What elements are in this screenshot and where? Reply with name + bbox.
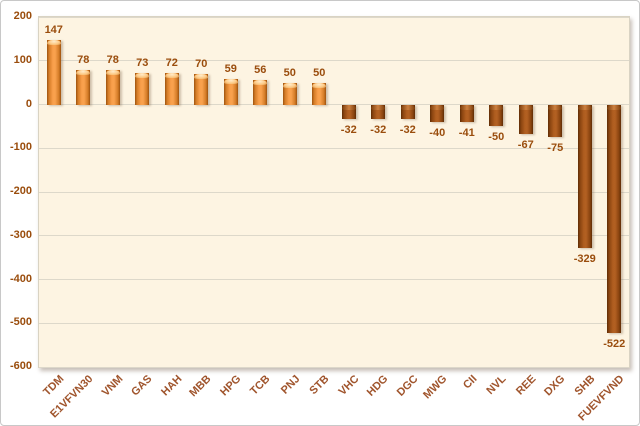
y-tick-label: -300: [9, 228, 32, 241]
gridline: [39, 279, 629, 280]
data-label: 50: [283, 66, 296, 79]
data-label: 70: [195, 57, 208, 70]
data-label: -32: [399, 123, 416, 136]
bar-cap: [105, 70, 120, 76]
bar-cap: [135, 72, 150, 78]
gridline: [39, 366, 629, 368]
gridline: [39, 322, 629, 324]
x-tick-label: CII: [460, 373, 480, 392]
data-label: 72: [165, 57, 178, 69]
bar-hah: [164, 73, 179, 105]
gridline: [39, 16, 629, 18]
bar-ree: [518, 104, 533, 134]
y-tick-label: 0: [25, 97, 32, 110]
plot-area: 147 78 78 73 72 70 59 56 50 50 -32 -32 -32 -40 -41 -50-…: [38, 16, 630, 368]
bar-e1vfvn30: [76, 70, 91, 105]
bar-cap: [607, 104, 622, 110]
bar-mbb: [194, 73, 209, 105]
bar-cap: [459, 104, 474, 110]
x-tick-label: DGC: [394, 373, 421, 399]
bar-cap: [489, 104, 504, 110]
bar-cap: [76, 70, 91, 76]
data-label: 50: [313, 66, 326, 79]
x-tick-label: MBB: [187, 373, 214, 400]
x-tick-label: DXG: [542, 373, 568, 399]
x-tick-label: GAS: [129, 373, 155, 399]
x-tick-label: NVL: [484, 373, 509, 398]
bar-dgc: [400, 104, 415, 119]
bar-cap: [223, 78, 238, 84]
gridline: [39, 147, 629, 149]
data-label: 78: [77, 54, 90, 67]
bar-cap: [548, 104, 563, 110]
bar-tcb: [253, 80, 268, 105]
data-label: -522: [603, 337, 626, 350]
bar-cap: [430, 104, 445, 110]
x-tick-label: TCB: [248, 373, 273, 398]
bar-stb: [312, 82, 327, 105]
data-label: -50: [488, 131, 505, 144]
y-tick-label: -600: [9, 360, 32, 372]
data-label: -32: [370, 123, 387, 136]
data-label: 56: [254, 64, 267, 76]
x-tick-label: STB: [307, 373, 332, 398]
bar-gas: [135, 72, 150, 105]
x-tick-label: MWG: [421, 373, 450, 402]
bar-nvl: [489, 104, 504, 127]
bar-cap: [253, 80, 268, 85]
data-label: -32: [340, 123, 357, 136]
bar-hpg: [223, 78, 238, 105]
bar-cap: [312, 82, 327, 88]
data-label: -40: [429, 127, 446, 139]
bar-vnm: [105, 70, 120, 105]
bar-cap: [371, 104, 386, 110]
bar-tdm: [46, 40, 61, 105]
x-tick-label: PNJ: [278, 373, 303, 397]
data-label: -67: [517, 138, 534, 151]
data-label: 59: [224, 62, 237, 75]
x-tick-label: VNM: [99, 373, 126, 399]
data-label: -41: [458, 127, 475, 140]
bar-cap: [518, 104, 533, 110]
x-tick-label: HAH: [158, 373, 185, 399]
gridline: [39, 104, 629, 105]
x-tick-label: SHB: [572, 373, 598, 398]
y-tick-label: -400: [9, 272, 32, 285]
bar-cap: [46, 40, 61, 46]
y-tick-label: -100: [9, 141, 32, 154]
gridline: [39, 191, 629, 193]
bar-hdg: [371, 104, 386, 119]
data-label: 78: [106, 54, 119, 67]
y-tick-label: -200: [9, 185, 32, 197]
gridline: [39, 235, 629, 237]
data-label: -329: [573, 253, 596, 266]
x-tick-label: HDG: [364, 373, 391, 399]
bar-cap: [577, 104, 592, 110]
y-tick-label: 200: [13, 10, 32, 22]
gridline: [39, 60, 629, 62]
data-label: -75: [547, 142, 564, 155]
bar-cap: [341, 104, 356, 110]
bar-cap: [194, 73, 209, 79]
x-tick-label: VHC: [336, 373, 362, 398]
bar-fuevfvnd: [607, 104, 622, 333]
bar-mwg: [430, 104, 445, 122]
bar-cap: [400, 104, 415, 110]
y-tick-label: -500: [9, 316, 32, 329]
y-tick-label: 100: [13, 53, 32, 66]
bar-cap: [164, 73, 179, 78]
data-label: 73: [136, 56, 149, 69]
x-tick-label: REE: [513, 373, 539, 398]
bar-cii: [459, 104, 474, 123]
data-label: 147: [44, 24, 63, 37]
bar-pnj: [282, 82, 297, 105]
x-tick-label: TDM: [40, 373, 67, 399]
bar-cap: [282, 82, 297, 88]
x-tick-label: HPG: [217, 373, 244, 399]
bar-dxg: [548, 104, 563, 138]
bar-shb: [577, 104, 592, 249]
bar-vhc: [341, 104, 356, 119]
